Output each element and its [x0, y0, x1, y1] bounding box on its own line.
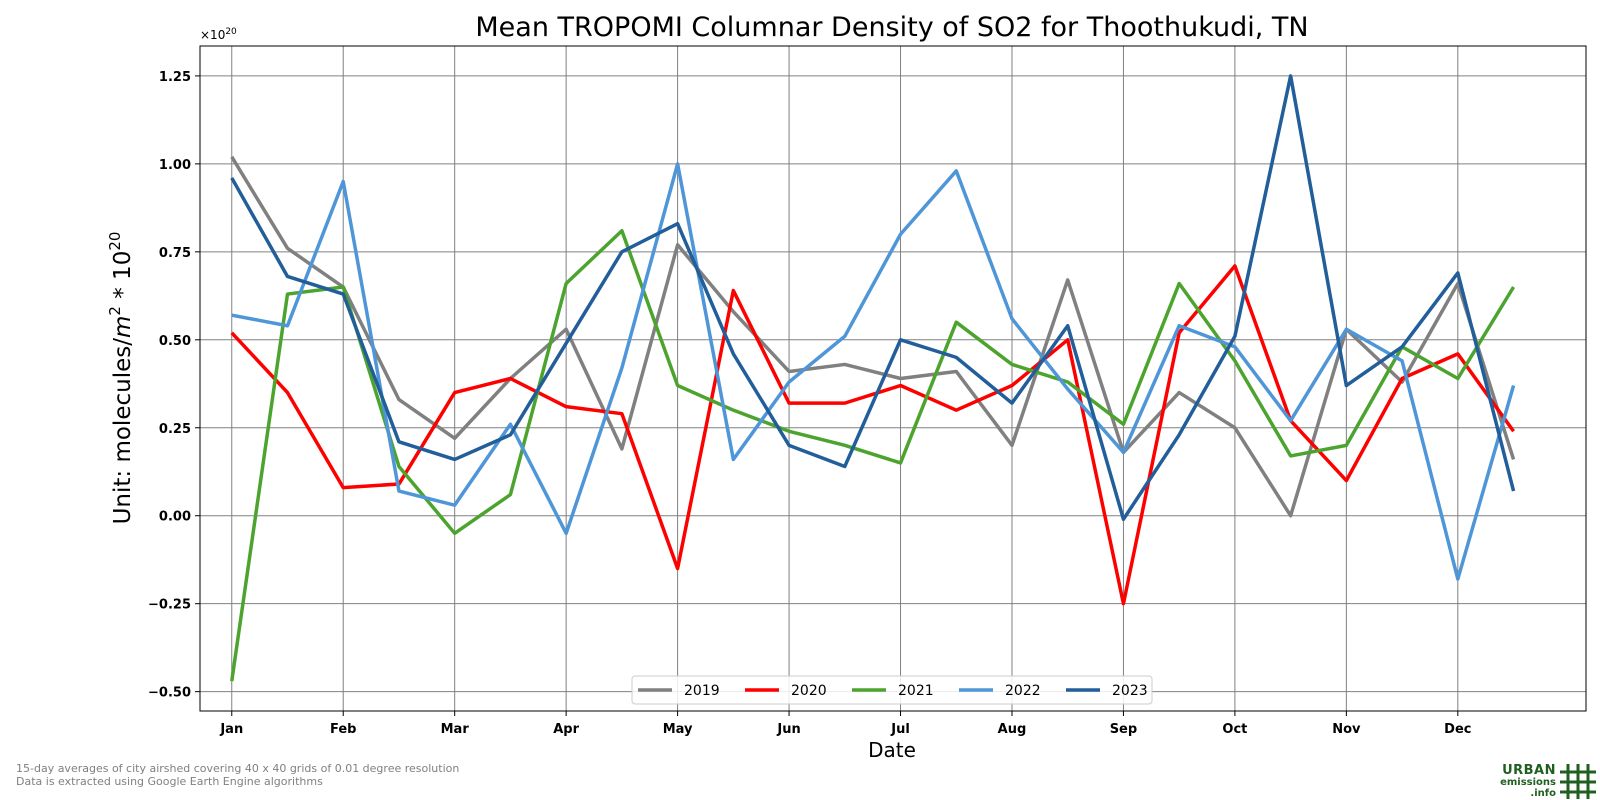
x-tick-label: Oct	[1222, 722, 1247, 737]
legend-label-2021: 2021	[898, 683, 934, 699]
grid-logo-icon	[1560, 764, 1596, 799]
grid-lines	[200, 46, 1586, 711]
y-tick-label: −0.50	[148, 686, 191, 701]
y-tick-label: 0.00	[159, 510, 191, 525]
y-label-unit-exponent: 2	[106, 306, 124, 316]
x-axis-label: Date	[868, 738, 916, 762]
y-label-unit: m	[110, 316, 136, 338]
y-tick-label: 1.00	[159, 158, 191, 173]
y-tick-label: 0.25	[159, 422, 191, 437]
y-axis-label: Unit: molecules/m2 * 1020	[106, 232, 136, 525]
x-tick-label: Apr	[553, 722, 579, 737]
x-tick-label: Nov	[1332, 722, 1361, 737]
plot-frame	[199, 45, 1587, 712]
logo-word-info: .info	[1530, 788, 1556, 799]
x-tick-label: May	[663, 722, 693, 737]
x-tick-label: Dec	[1444, 722, 1471, 737]
legend-label-2020: 2020	[791, 683, 827, 699]
y-tick-label: 1.25	[159, 70, 191, 85]
x-tick-label: Jul	[890, 722, 910, 737]
y-label-multiplier-exponent: 20	[106, 232, 124, 251]
series-lines	[230, 74, 1516, 682]
logo-word-emissions: emissions	[1500, 777, 1556, 788]
series-line-2022	[231, 162, 1516, 581]
y-label-prefix: Unit: molecules/	[110, 338, 136, 525]
offset-base: ×10	[200, 28, 225, 42]
legend-label-2023: 2023	[1112, 683, 1148, 699]
legend-label-2019: 2019	[684, 683, 720, 699]
legend-label-2022: 2022	[1005, 683, 1041, 699]
series-line-2021	[230, 228, 1516, 682]
y-tick-label: 0.50	[159, 334, 191, 349]
footnote-line-2: Data is extracted using Google Earth Eng…	[16, 775, 323, 788]
series-line-2023	[230, 74, 1516, 521]
series-line-2020	[230, 264, 1515, 606]
x-tick-label: Jan	[219, 722, 243, 737]
offset-exponent: 20	[225, 27, 237, 37]
x-tick-label: Mar	[441, 722, 470, 737]
urban-emissions-logo: URBAN emissions .info	[1500, 762, 1600, 800]
legend: 2019 2020 2021 2022 2023	[631, 675, 1153, 705]
offset-text: ×1020	[200, 27, 237, 42]
legend-box	[631, 675, 1153, 705]
x-tick-label: Sep	[1110, 722, 1138, 737]
logo-word-urban: URBAN	[1502, 763, 1556, 778]
series-line-2019	[230, 155, 1516, 518]
y-tick-label: −0.25	[148, 598, 191, 613]
x-tick-label: Feb	[330, 722, 356, 737]
y-label-multiplier: * 10	[110, 251, 136, 306]
x-tick-label: Aug	[998, 722, 1027, 737]
y-axis-ticks: −0.50 −0.25 0.00 0.25 0.50 0.75 1.00 1.25	[148, 70, 200, 701]
x-axis-ticks: Jan Feb Mar Apr May Jun Jul Aug Sep Oct Nov Dec	[219, 711, 1471, 737]
footnote-line-1: 15-day averages of city airshed covering…	[16, 762, 460, 775]
chart-title: Mean TROPOMI Columnar Density of SO2 for…	[475, 12, 1308, 43]
x-tick-label: Jun	[776, 722, 800, 737]
y-tick-label: 0.75	[159, 246, 191, 261]
